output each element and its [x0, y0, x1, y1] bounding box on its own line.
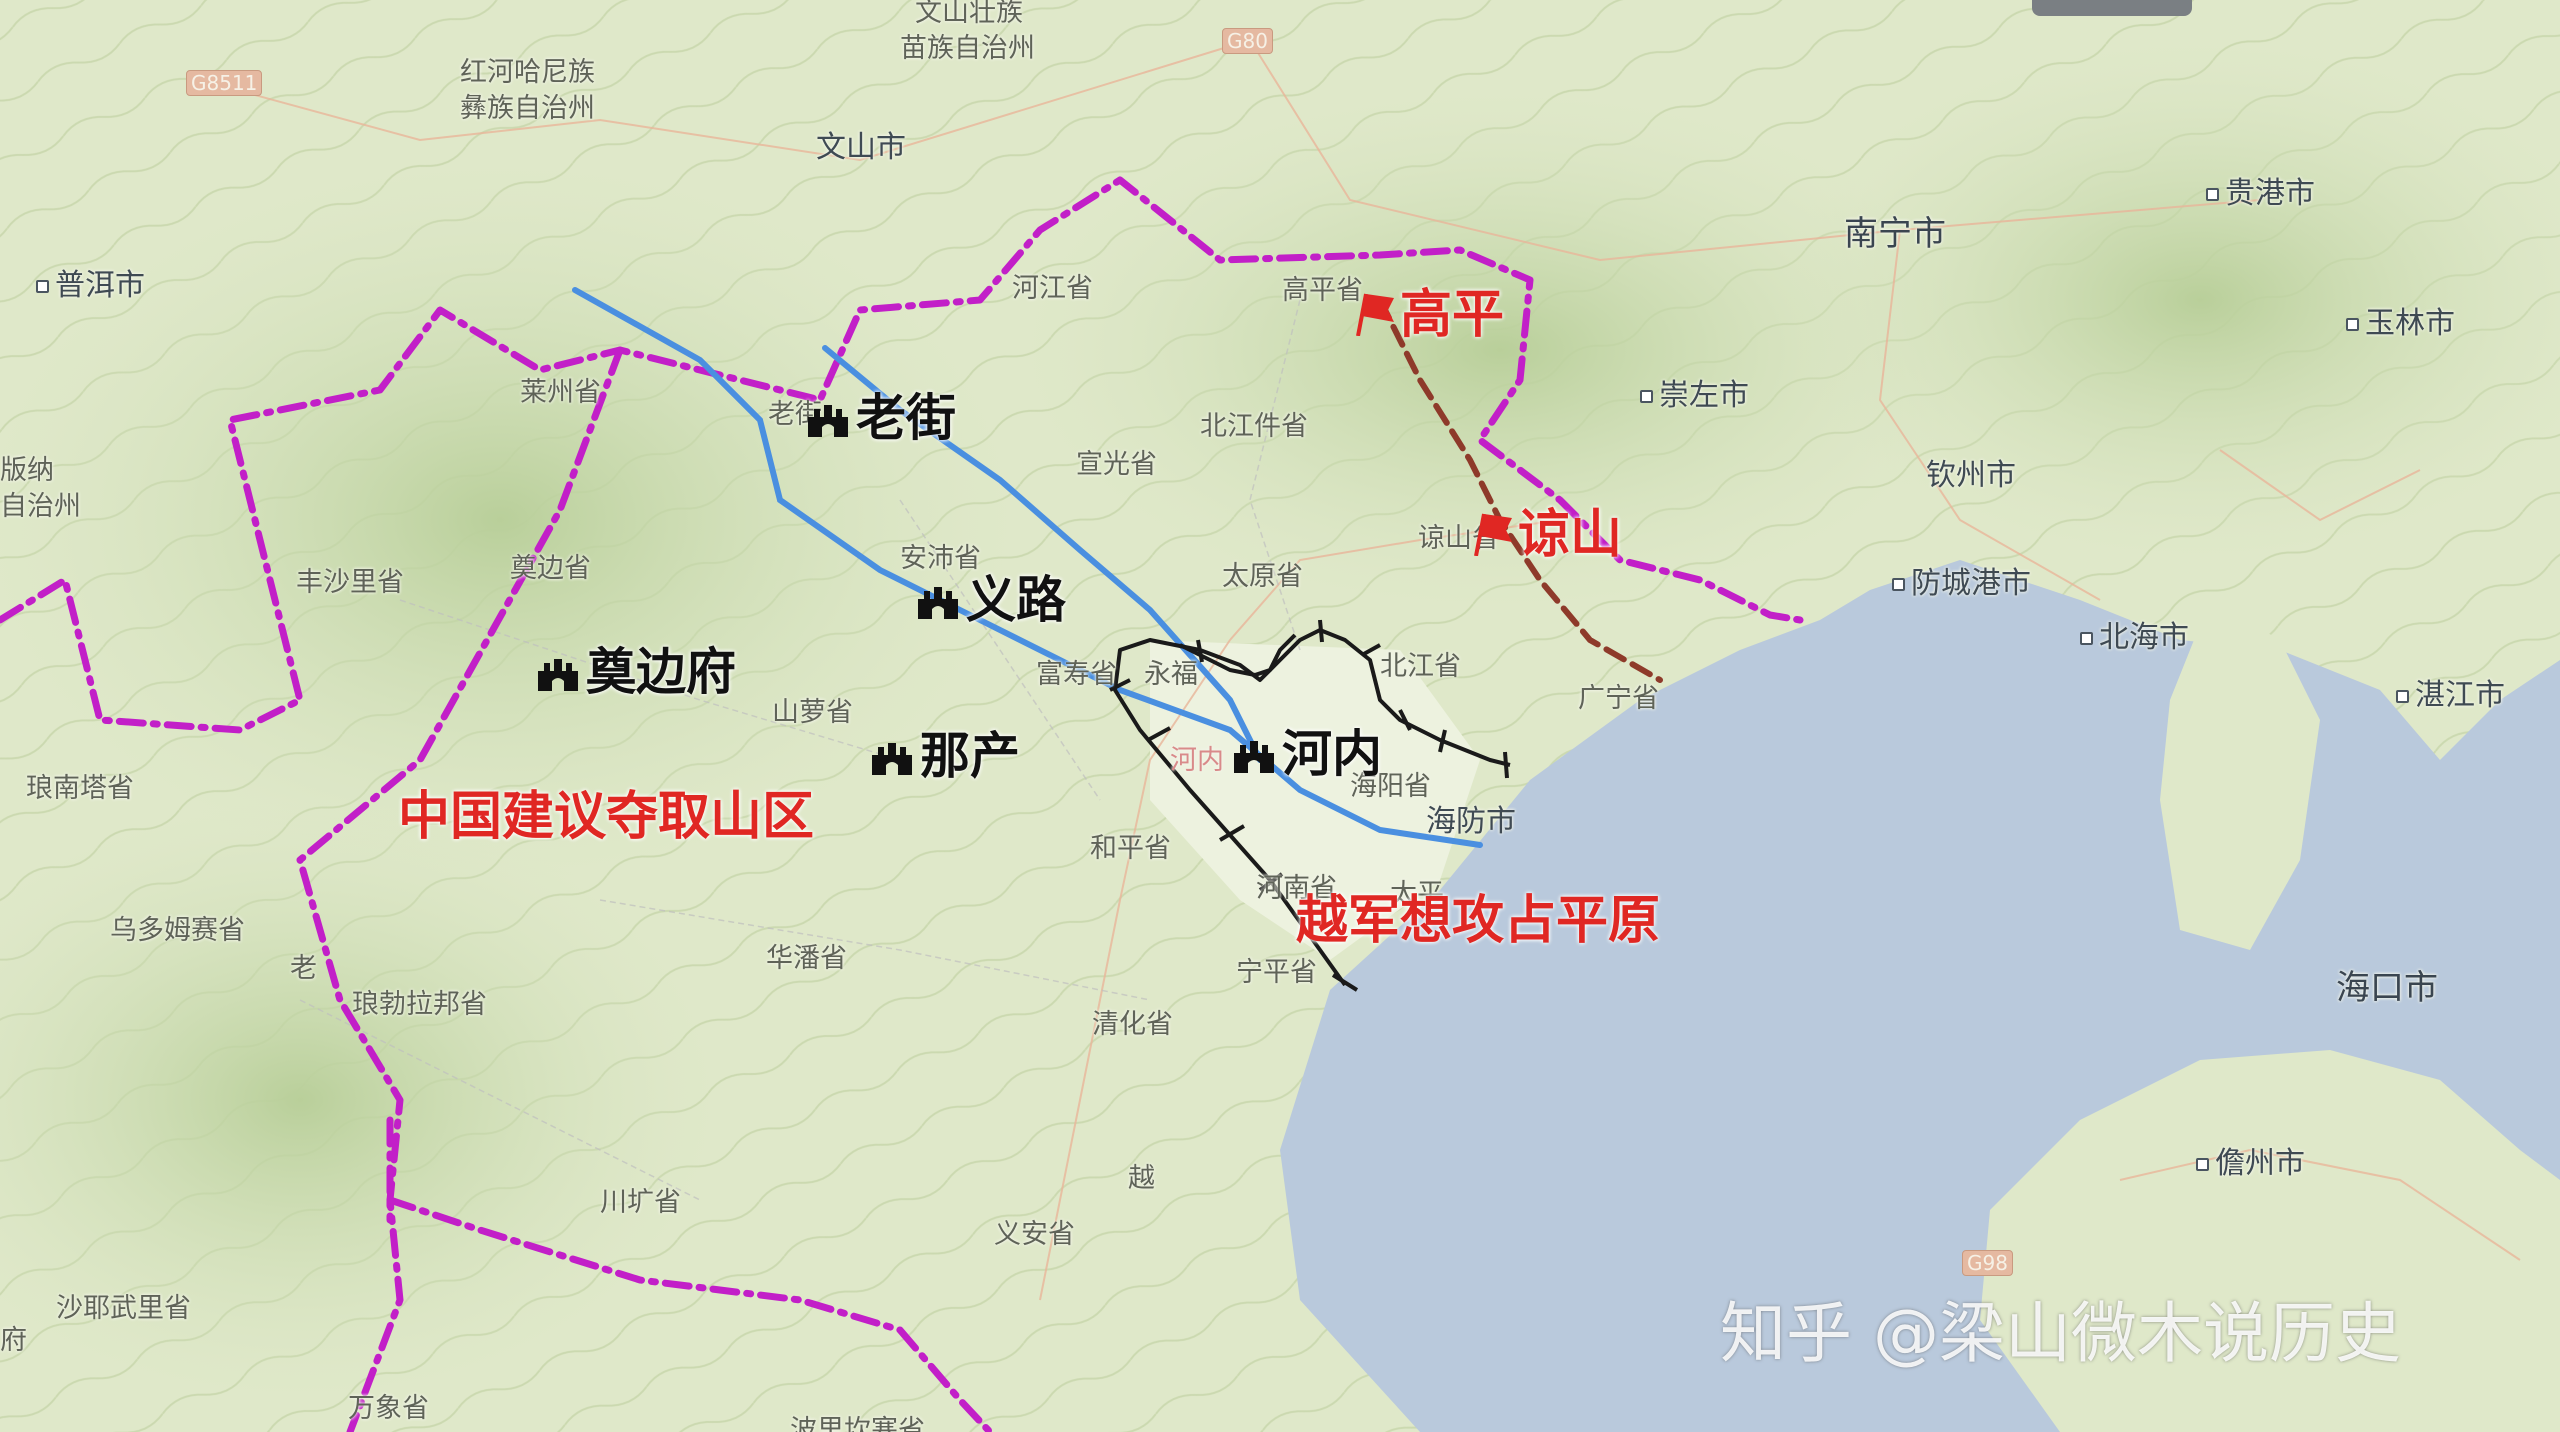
- city-dot-icon: [1640, 390, 1653, 403]
- highway-shield: G98: [1962, 1250, 2013, 1276]
- fort-label-nachan: 那产: [870, 716, 1020, 788]
- map-label: 奠边省: [510, 553, 591, 584]
- city-label: 崇左市: [1640, 370, 1749, 414]
- map-label: 太原省: [1222, 561, 1303, 592]
- map-label: 越: [1128, 1163, 1155, 1194]
- city-label: 玉林市: [2346, 298, 2455, 342]
- city-dot-icon: [2196, 1158, 2209, 1171]
- map-label: 自治州: [0, 491, 81, 522]
- map-label: 华潘省: [766, 943, 847, 974]
- city-dot-icon: [1892, 578, 1905, 591]
- map-label: 宣光省: [1076, 449, 1157, 480]
- map-label: 乌多姆赛省: [110, 915, 245, 946]
- fort-label-laojie: 老街: [806, 378, 956, 450]
- rivers: [572, 287, 1483, 848]
- map-label: 河江省: [1012, 273, 1093, 304]
- city-dot-icon: [2206, 188, 2219, 201]
- map-label: 高平省: [1282, 275, 1363, 306]
- city-label: 北海市: [2080, 612, 2189, 656]
- fortress-icon: [872, 743, 912, 775]
- fortress-icon: [538, 659, 578, 691]
- map-label: 清化省: [1092, 1009, 1173, 1040]
- map-label: 和平省: [1090, 833, 1171, 864]
- city-label: 钦州市: [1926, 458, 2016, 493]
- map-label: 河南省: [1256, 873, 1337, 904]
- annotation-vietnam-plain: 越军想攻占平原: [1296, 891, 1661, 951]
- city-label: 文山市: [816, 130, 906, 165]
- map-label: 版纳: [0, 455, 54, 486]
- map-label: 沙耶武里省: [56, 1293, 191, 1324]
- mountain-shade: [1020, 90, 1980, 610]
- fort-label-yilu: 义路: [916, 560, 1066, 632]
- city-dot-icon: [2396, 690, 2409, 703]
- map-label: 万象省: [348, 1393, 429, 1424]
- map-label: 太平: [1390, 879, 1444, 910]
- map-label: 河内: [1170, 745, 1224, 776]
- fortress-icon: [918, 587, 958, 619]
- front-line-ticks: [1109, 619, 1509, 992]
- city-label: 防城港市: [1892, 558, 2031, 602]
- map-label: 琅南塔省: [26, 773, 134, 804]
- flag-label-liangshan: 谅山: [1470, 492, 1622, 567]
- map-label: 老: [290, 953, 317, 984]
- fortress-icon: [1234, 741, 1274, 773]
- map-label: 莱州省: [520, 377, 601, 408]
- map-label: 永福: [1144, 659, 1198, 690]
- map-label: 北江件省: [1200, 411, 1308, 442]
- leizhou-peninsula: [2160, 600, 2320, 950]
- map-label: 北江省: [1380, 651, 1461, 682]
- map-label: 波里坎塞省: [790, 1415, 925, 1432]
- fort-label-hanoi: 河内: [1232, 714, 1382, 786]
- city-dot-icon: [36, 280, 49, 293]
- map-label: 彝族自治州: [460, 93, 595, 124]
- map-label: 琅勃拉邦省: [352, 989, 487, 1020]
- map-label: 红河哈尼族: [460, 57, 595, 88]
- city-label: 海防市: [1426, 804, 1516, 839]
- scroll-indicator: [2032, 0, 2192, 16]
- mountain-shade: [1780, 40, 2560, 560]
- fort-label-mobianfu: 奠边府: [536, 632, 736, 704]
- map-label: 府: [0, 1325, 27, 1356]
- mountain-shade: [0, 160, 1020, 880]
- map-label: 广宁省: [1578, 683, 1659, 714]
- map-label: 富寿省: [1036, 659, 1117, 690]
- map-label: 宁平省: [1236, 957, 1317, 988]
- map-label: 文山壮族: [915, 0, 1023, 28]
- city-label: 南宁市: [1844, 214, 1946, 254]
- red-flag-icon: [1356, 293, 1394, 336]
- city-label: 普洱市: [36, 260, 145, 304]
- province-boundaries: [299, 299, 1301, 1201]
- city-label: 贵港市: [2206, 168, 2315, 212]
- map-label: 苗族自治州: [900, 33, 1035, 64]
- map-label: 山萝省: [772, 697, 853, 728]
- map-label: 安沛省: [900, 543, 981, 574]
- hainan-island: [1980, 1050, 2560, 1432]
- city-dot-icon: [2080, 632, 2093, 645]
- highway-shield: G8511: [186, 70, 263, 96]
- national-border: [0, 176, 1804, 1432]
- annotation-china-proposal: 中国建议夺取山区: [398, 787, 815, 847]
- map-label: 海阳省: [1350, 771, 1431, 802]
- city-label: 海口市: [2336, 968, 2438, 1008]
- watermark: 知乎 @梁山微木说历史: [1720, 1295, 2401, 1372]
- map-label: 川圹省: [600, 1187, 681, 1218]
- map-label: 义安省: [994, 1219, 1075, 1250]
- city-label: 湛江市: [2396, 670, 2505, 714]
- map-label: 丰沙里省: [296, 567, 404, 598]
- city-label: 儋州市: [2196, 1138, 2305, 1182]
- flag-label-gaoping: 高平: [1352, 272, 1504, 347]
- red-flag-icon: [1474, 513, 1512, 556]
- city-dot-icon: [2346, 318, 2359, 331]
- highway-shield: G80: [1222, 28, 1273, 54]
- fortress-icon: [808, 405, 848, 437]
